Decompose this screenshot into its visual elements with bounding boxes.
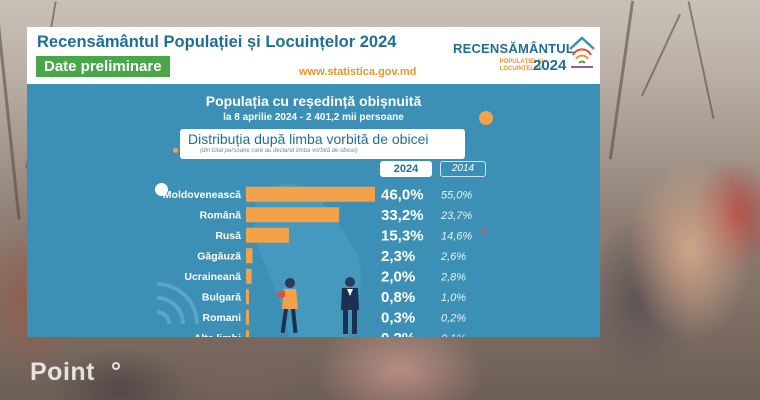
value-label-2024: 15,3% [381,227,424,244]
infographic-card: Recensământul Populației și Locuințelor … [27,27,600,337]
value-label-2014: 14,6% [441,230,472,242]
category-label: Bulgară [202,291,241,303]
value-label-2024: 46,0% [381,186,424,203]
distribution-note: (din total persoane care au declarat lim… [200,148,358,154]
website-link[interactable]: www.statistica.gov.md [299,66,417,78]
category-label: Moldovenească [163,189,241,201]
legend-2014: 2014 [440,161,486,177]
legend-2024: 2024 [380,161,432,177]
watermark-dot-icon [112,362,120,370]
language-bar-chart: Moldovenească 46,0% 55,0% Română 33,2% 23,7% R… [163,186,472,337]
census-house-icon [569,36,595,68]
distribution-title: Distribuția după limba vorbită de obicei [188,131,429,147]
value-label-2024: 2,3% [381,248,415,265]
value-label-2024: 33,2% [381,207,424,224]
category-label: Ucraineană [184,271,241,283]
logo-year: 2024 [533,57,567,74]
category-label: Rusă [215,230,241,242]
category-label: Română [200,209,242,221]
bar-2024 [246,207,340,223]
bar-2024 [246,227,289,243]
decor-dot [482,230,486,234]
decor-dot [479,111,493,125]
value-label-2014: 2,8% [440,271,466,283]
bar-2024 [246,330,249,337]
value-label-2014: 55,0% [441,189,472,201]
person-figure-man [341,277,359,334]
category-label: Găgăuză [197,250,241,262]
logo-title: RECENSĂMÂNTUL [453,41,575,56]
category-label: Romani [202,312,241,324]
bar-2024 [246,268,252,284]
value-label-2014: 0,2% [441,312,466,324]
bar-2024 [246,289,249,305]
value-label-2014: 1,0% [441,292,466,304]
bar-2024 [246,248,253,264]
main-title: Recensământul Populației și Locuințelor … [37,33,397,51]
bar-2024 [246,186,375,202]
panel-title: Populația cu reședință obișnuită [205,93,422,109]
chart-panel: Populația cu reședință obișnuită la 8 ap… [27,84,600,337]
decor-dot [173,148,178,153]
infographic-header: Recensământul Populației și Locuințelor … [27,27,600,84]
value-label-2024: 0,8% [381,289,415,306]
value-label-2014: 23,7% [440,210,472,222]
logo-subtitle: POPULAȚIEI ȘI LOCUINȚELOR [499,59,543,72]
value-label-2024: 0,2% [381,330,415,337]
value-label-2014: 0,1% [441,333,466,337]
distribution-title-box: Distribuția după limba vorbită de obicei… [180,129,465,159]
bar-2024 [246,309,249,325]
preliminary-badge: Date preliminare [36,56,170,77]
decor-dot [155,183,168,196]
value-label-2014: 2,6% [440,251,466,263]
watermark-logo: Point [30,358,95,386]
value-label-2024: 2,0% [381,268,415,285]
person-figure-woman [277,278,298,334]
category-label: Alte limbi [194,332,241,337]
moldova-map-shape [156,184,362,337]
panel-date-line: la 8 aprilie 2024 - 2 401,2 mii persoane [223,112,404,123]
value-label-2024: 0,3% [381,309,415,326]
